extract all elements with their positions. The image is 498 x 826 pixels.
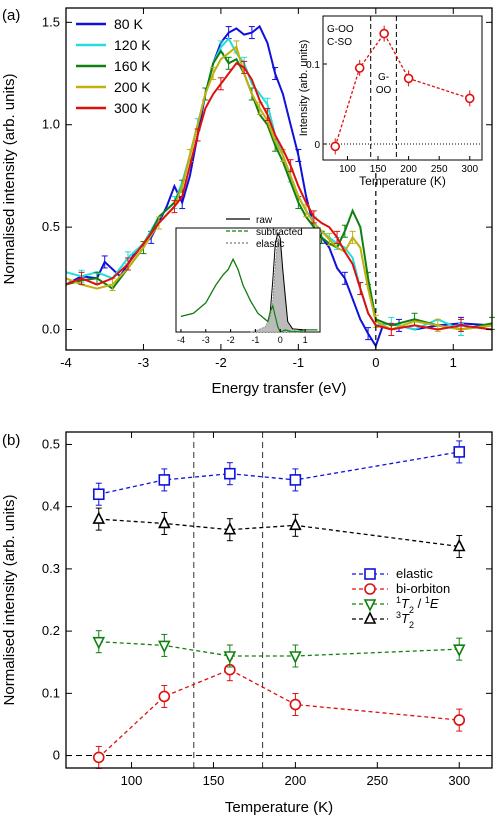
x-tick-label: 1 (450, 355, 457, 370)
y-tick-label: 0.3 (42, 561, 60, 576)
x-tick-label: -3 (138, 355, 150, 370)
inset-region-label: OO (376, 85, 392, 96)
legend-label: 80 K (114, 16, 143, 32)
data-point (94, 489, 104, 499)
y-axis-label: Normalised intensity (arb. units) (1, 74, 18, 285)
y-tick-label: 0.5 (42, 219, 60, 234)
legend-label: 120 K (114, 37, 151, 53)
legend-label: elastic (396, 566, 433, 581)
inset-y-tick-label: 0 (314, 140, 320, 151)
inset2-legend-label: subtracted (256, 227, 303, 238)
y-tick-label: 0.5 (42, 436, 60, 451)
data-point (94, 752, 104, 762)
inset2-legend-label: raw (256, 215, 273, 226)
inset-point (331, 142, 339, 150)
series-triangle-down (94, 631, 464, 667)
inset-region-label: G-OO (327, 24, 354, 35)
inset-region-label: G- (378, 72, 389, 83)
y-axis-label: Normalised intensity (arb. units) (1, 495, 18, 706)
series-line (99, 642, 459, 656)
y-tick-label: 0.1 (42, 685, 60, 700)
inset-x-tick-label: 100 (339, 164, 356, 175)
legend-label: bi-orbiton (396, 581, 450, 596)
series-triangle-up (94, 508, 464, 557)
inset2-x-tick-label: 1 (303, 335, 308, 345)
data-point (365, 584, 375, 594)
y-tick-label: 0.0 (42, 322, 60, 337)
data-point (290, 519, 300, 529)
inset2-legend-label: elastic (256, 239, 284, 250)
inset2-x-tick-label: -4 (177, 335, 185, 345)
series-circle (94, 659, 464, 769)
data-point (225, 469, 235, 479)
x-tick-label: 250 (366, 773, 388, 788)
panel-label: (b) (2, 432, 20, 449)
panel-label: (a) (2, 7, 20, 24)
data-point (290, 700, 300, 710)
data-point (365, 613, 375, 623)
data-point (94, 638, 104, 648)
y-tick-label: 0.4 (42, 499, 60, 514)
x-tick-label: 0 (372, 355, 379, 370)
data-point (225, 524, 235, 534)
data-point (159, 475, 169, 485)
inset2-x-tick-label: -2 (227, 335, 235, 345)
x-tick-label: 150 (203, 773, 225, 788)
series-line (99, 519, 459, 546)
inset-x-tick-label: 300 (461, 164, 478, 175)
y-tick-label: 0.2 (42, 623, 60, 638)
series-square (94, 441, 464, 505)
x-axis-label: Energy transfer (eV) (211, 380, 346, 397)
data-point (454, 447, 464, 457)
data-point (290, 475, 300, 485)
legend-label: 300 K (114, 100, 151, 116)
data-point (290, 652, 300, 662)
x-tick-label: 300 (448, 773, 470, 788)
x-axis-label: Temperature (K) (225, 799, 333, 816)
y-tick-label: 1.0 (42, 117, 60, 132)
data-point (454, 715, 464, 725)
x-tick-label: 100 (121, 773, 143, 788)
inset-y-axis-label: Intensity (arb. units) (298, 40, 310, 137)
legend-label: 200 K (114, 79, 151, 95)
inset-point (380, 30, 388, 38)
inset2-x-tick-label: -3 (202, 335, 210, 345)
inset-region-label: C-SO (327, 37, 352, 48)
data-point (94, 513, 104, 523)
series-line (99, 452, 459, 494)
inset2-x-tick-label: 0 (278, 335, 283, 345)
inset-point (405, 74, 413, 82)
inset-x-axis-label: Temperature (K) (359, 174, 446, 188)
panel-b: 100 150 200 250 300 0 0.1 0.2 0.3 0.4 0.5 Temperatu… (1, 432, 492, 816)
inset-point (356, 64, 364, 72)
inset-point (466, 94, 474, 102)
data-point (159, 641, 169, 651)
inset-temperature: 100 150 200 250 300 0 0.1 Temperature (K) Intens… (298, 16, 482, 188)
inset2-x-tick-label: -1 (251, 335, 259, 345)
data-point (365, 569, 375, 579)
y-tick-label: 0 (53, 748, 60, 763)
series-line (99, 670, 459, 758)
legend-label: 160 K (114, 58, 151, 74)
x-tick-label: 200 (285, 773, 307, 788)
x-tick-label: -2 (215, 355, 227, 370)
x-tick-label: -4 (60, 355, 72, 370)
data-point (159, 517, 169, 527)
x-tick-label: -1 (293, 355, 305, 370)
data-point (225, 652, 235, 662)
y-tick-label: 1.5 (42, 14, 60, 29)
data-point (365, 600, 375, 610)
data-point (159, 691, 169, 701)
data-point (454, 645, 464, 655)
